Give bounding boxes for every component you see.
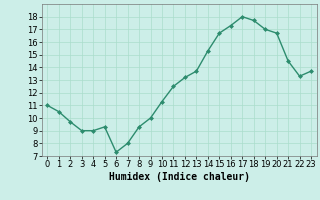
- X-axis label: Humidex (Indice chaleur): Humidex (Indice chaleur): [109, 172, 250, 182]
